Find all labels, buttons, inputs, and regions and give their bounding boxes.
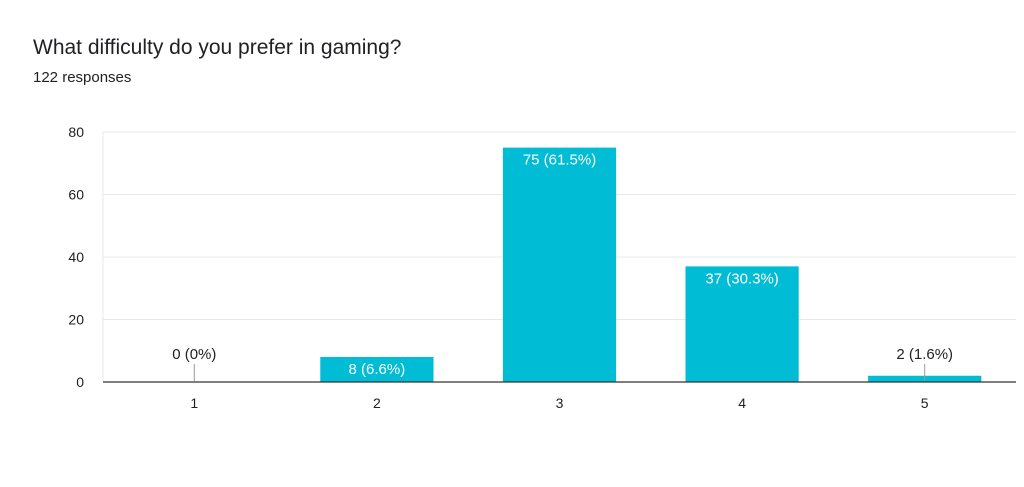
y-tick-label: 80 (68, 124, 84, 140)
response-count: 122 responses (33, 69, 132, 86)
bars (320, 147, 982, 382)
y-tick-label: 20 (68, 312, 84, 328)
data-label: 75 (61.5%) (523, 152, 596, 169)
data-label: 2 (1.6%) (896, 346, 953, 363)
y-tick-label: 0 (76, 374, 84, 390)
x-tick-label: 2 (373, 395, 381, 411)
x-tick-label: 5 (921, 395, 929, 411)
x-tick-label: 1 (190, 395, 198, 411)
bar (685, 266, 799, 382)
data-label: 37 (30.3%) (705, 270, 778, 287)
data-labels: 0 (0%) 8 (6.6%) 75 (61.5%) 37 (30.3%) 2 (1.6… (172, 152, 953, 381)
y-axis-ticks: 0 20 40 60 80 (68, 124, 84, 390)
x-tick-label: 3 (556, 395, 564, 411)
data-label: 0 (0%) (172, 346, 216, 363)
bar (502, 147, 617, 382)
y-tick-label: 40 (68, 249, 84, 265)
y-tick-label: 60 (68, 187, 84, 203)
chart-title: What difficulty do you prefer in gaming? (33, 36, 402, 59)
bar (320, 357, 434, 382)
data-label: 8 (6.6%) (349, 361, 406, 378)
x-axis-ticks: 1 2 3 4 5 (103, 381, 1016, 411)
x-tick-label: 4 (738, 395, 746, 411)
